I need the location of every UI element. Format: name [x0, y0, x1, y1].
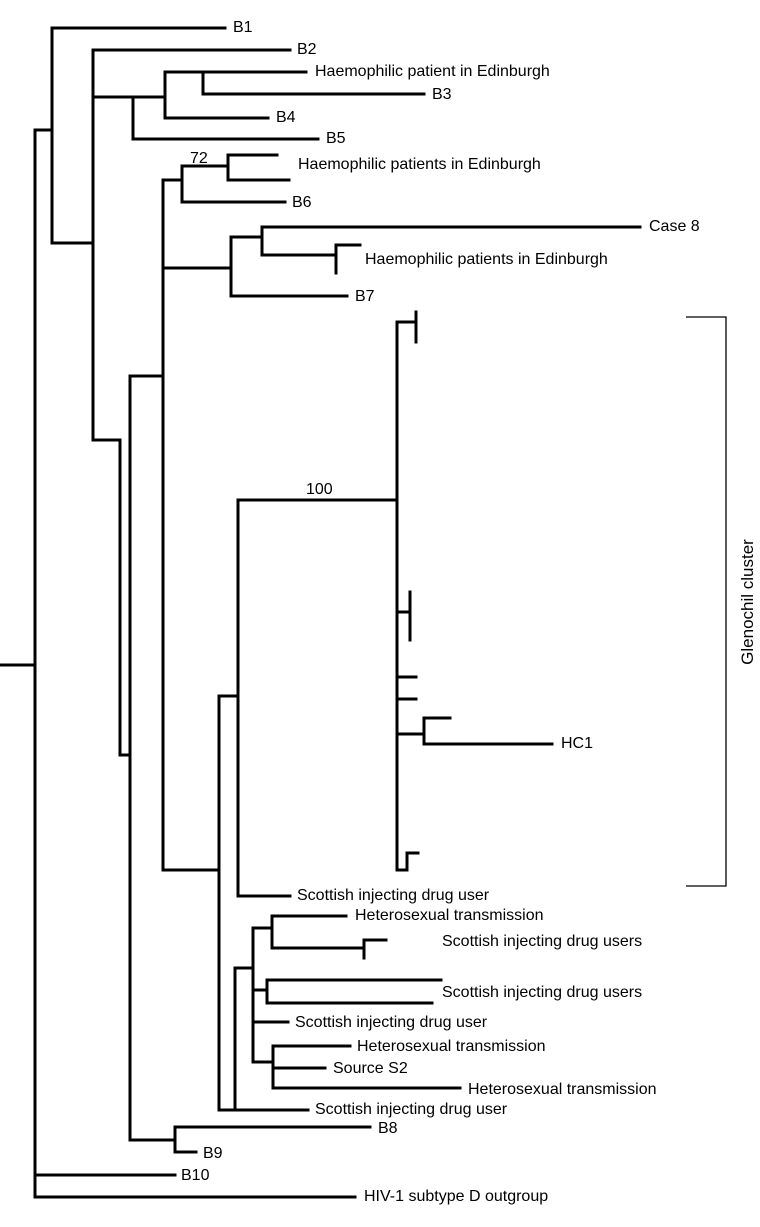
branch-glen-top — [395, 310, 418, 344]
taxon-label-sidus-1: Scottish injecting drug users — [442, 933, 642, 950]
taxon-label-hetero-3: Heterosexual transmission — [468, 1081, 657, 1098]
branch-b3-pair-node — [163, 70, 205, 96]
branch-sidus2-node — [251, 978, 269, 1005]
branch-b2-node — [50, 48, 95, 442]
taxon-label-hc1: HC1 — [561, 735, 593, 752]
branch-72-node — [161, 164, 184, 204]
branch-glenochil-outer — [217, 498, 240, 898]
taxon-label-b4: B4 — [276, 109, 296, 126]
taxon-label-b3: B3 — [432, 86, 452, 103]
branch-100-node — [236, 320, 399, 872]
branch-hc1-node — [395, 716, 452, 746]
glenochil-cluster-label: Glenochil cluster — [738, 539, 757, 665]
branch-b8-node — [118, 374, 132, 1142]
taxon-label-b1: B1 — [233, 19, 253, 36]
branch-haemo-b — [260, 243, 362, 275]
branch-b3-b4-node — [131, 70, 167, 120]
taxon-label-b8: B8 — [378, 1120, 398, 1137]
branch-hetero2-node — [251, 1044, 275, 1090]
bootstrap-value-72: 72 — [190, 150, 208, 167]
branch-sidus1-node — [270, 938, 388, 960]
branch-upper-clade — [33, 26, 54, 245]
branch-scottish-clade — [217, 966, 237, 1112]
taxon-label-outgroup: HIV-1 subtype D outgroup — [364, 1188, 548, 1205]
taxon-label-haemo-patient: Haemophilic patient in Edinburgh — [315, 63, 550, 80]
branch-b6-node — [128, 178, 165, 872]
branch-glen-a — [395, 590, 412, 642]
taxon-label-b6: B6 — [292, 194, 312, 211]
branch-lower-node — [161, 694, 221, 1112]
taxon-label-sidus-2: Scottish injecting drug users — [442, 984, 642, 1001]
taxon-label-b5: B5 — [326, 130, 346, 147]
taxon-label-b9: B9 — [203, 1145, 223, 1162]
branch-case8-pair-node — [229, 225, 264, 257]
taxon-label-b10: B10 — [181, 1167, 210, 1184]
branch-b3-b5-node — [91, 95, 135, 141]
taxon-label-source-s2: Source S2 — [333, 1060, 408, 1077]
taxon-label-sidu-3: Scottish injecting drug user — [315, 1101, 508, 1118]
tree-branches — [0, 26, 642, 1199]
taxon-label-hetero-2: Heterosexual transmission — [357, 1038, 546, 1055]
taxon-labels: B1 B2 Haemophilic patient in Edinburgh B… — [181, 19, 700, 1205]
branch-main-clade — [91, 438, 122, 757]
bootstrap-value-100: 100 — [306, 481, 333, 498]
taxon-label-hetero-1: Heterosexual transmission — [355, 907, 544, 924]
branch-case8-node — [161, 235, 233, 298]
taxon-label-b7: B7 — [355, 288, 375, 305]
taxon-label-sidu-2: Scottish injecting drug user — [295, 1014, 488, 1031]
taxon-label-sidu-1: Scottish injecting drug user — [297, 887, 490, 904]
branch-hetero1-node — [251, 914, 274, 950]
taxon-label-case8: Case 8 — [649, 218, 700, 235]
taxon-label-haemo-patients-b: Haemophilic patients in Edinburgh — [365, 251, 608, 268]
taxon-label-b2: B2 — [297, 41, 317, 58]
branch-glen-d — [395, 851, 420, 872]
taxon-label-haemo-patients-a: Haemophilic patients in Edinburgh — [298, 156, 541, 173]
glenochil-cluster-bracket — [686, 316, 727, 887]
branch-b8-b9-node — [128, 1125, 177, 1154]
branch-sc-node-1 — [233, 926, 255, 1064]
branch-haemo-a-node — [180, 153, 230, 182]
branch-root — [0, 128, 37, 1199]
